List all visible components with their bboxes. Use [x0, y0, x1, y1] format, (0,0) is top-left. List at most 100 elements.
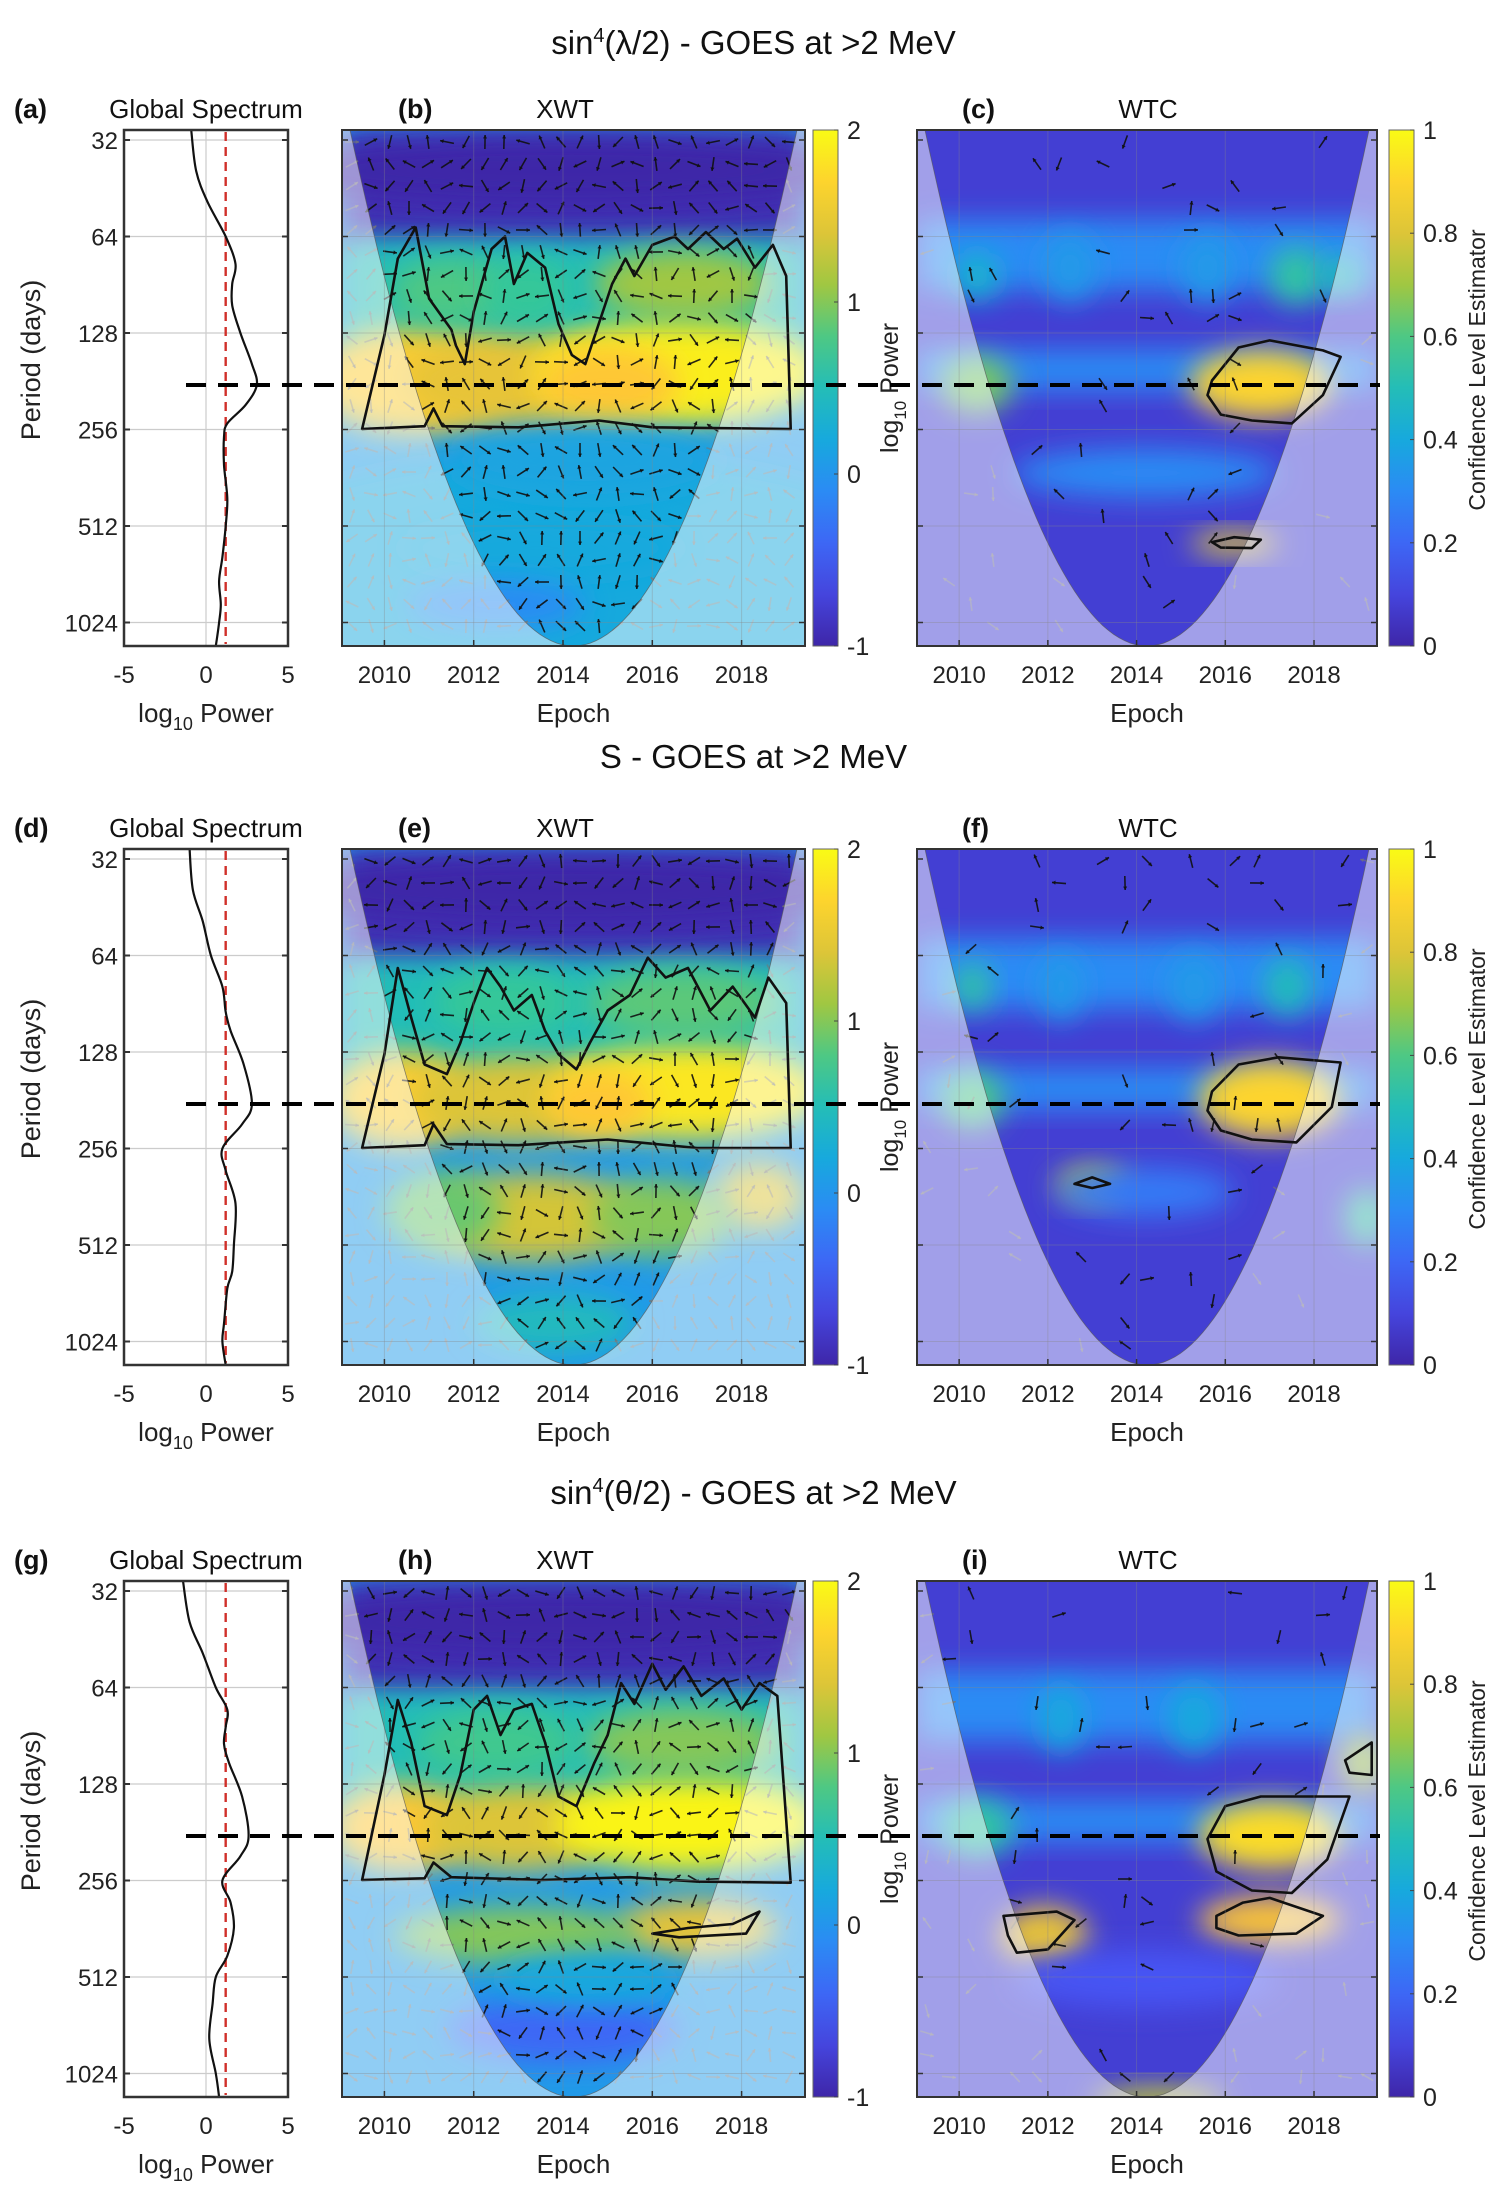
phase-arrow-head	[1188, 289, 1193, 293]
phase-arrow-head	[555, 905, 560, 909]
phase-arrow-head	[690, 1903, 695, 1908]
heatmap-blob	[1012, 448, 1279, 498]
phase-arrow-head	[687, 361, 692, 366]
phase-arrow-head	[671, 1982, 676, 1987]
phase-arrow-head	[504, 158, 508, 162]
phase-arrow-head	[522, 1228, 527, 1233]
phase-arrow-head	[465, 1193, 469, 1198]
phase-arrow-head	[1040, 925, 1044, 930]
phase-arrow-head	[638, 988, 643, 993]
colorbar-label: Confidence Level Estimator	[1464, 948, 1490, 1230]
phase-arrow-head	[1189, 201, 1194, 205]
phase-arrow-head	[364, 902, 368, 907]
phase-arrow-head	[673, 211, 678, 215]
phase-arrow-head	[368, 1640, 373, 1644]
phase-arrow-head	[726, 1103, 730, 1107]
panel-label: (d)	[14, 813, 49, 843]
wtc-panel: 2010 2012 2014 2016 2018 Epoch	[916, 848, 1378, 1447]
phase-arrow-head	[564, 1189, 568, 1194]
cone-of-influence-edge	[342, 130, 798, 646]
phase-arrow-head	[480, 378, 485, 383]
colorbar-tick-label: 1	[1423, 117, 1437, 145]
phase-arrow-head	[501, 465, 506, 469]
phase-arrow-head	[967, 1586, 972, 1591]
phase-arrow-head	[598, 1881, 603, 1886]
phase-arrow-head	[447, 429, 452, 434]
phase-arrow-head	[385, 1682, 389, 1686]
phase-arrow-head	[540, 531, 545, 535]
phase-arrow-head	[516, 1944, 521, 1949]
phase-arrow-head	[517, 1747, 522, 1751]
phase-arrow-head	[483, 465, 488, 470]
phase-arrow-head	[405, 1762, 410, 1767]
x-tick-label: 2018	[1287, 1381, 1340, 1408]
phase-arrow-head	[595, 1250, 600, 1255]
phase-arrow-head	[594, 1807, 599, 1812]
phase-arrow-head	[676, 313, 681, 318]
phase-arrow-head	[732, 253, 737, 258]
phase-arrow-head	[616, 311, 621, 315]
phase-arrow-head	[478, 537, 483, 542]
phase-arrow-head	[691, 1662, 696, 1666]
phase-arrow-head	[463, 1661, 467, 1666]
x-axis-label-subscript: 10	[173, 1433, 193, 1453]
phase-arrow-head	[506, 1900, 511, 1905]
phase-arrow-head	[750, 1718, 755, 1723]
colorbar-tick-label: 1	[1423, 836, 1437, 864]
phase-arrow-head	[428, 1630, 432, 1635]
phase-arrow-head	[554, 1079, 558, 1084]
phase-arrow-head	[770, 1653, 775, 1658]
x-tick-label: -5	[113, 2113, 134, 2140]
phase-arrow-head	[542, 378, 546, 383]
panel-title: XWT	[536, 94, 594, 124]
phase-arrow-head	[462, 1807, 466, 1812]
phase-arrow-head	[763, 163, 768, 168]
phase-arrow-head	[442, 1638, 447, 1643]
phase-arrow-head	[497, 880, 501, 886]
panel-title: XWT	[536, 1545, 594, 1575]
phase-arrow-head	[733, 1637, 738, 1642]
phase-arrow-head	[441, 1676, 446, 1681]
phase-arrow-head	[1279, 231, 1283, 236]
phase-arrow-head	[573, 492, 577, 497]
phase-arrow-head	[708, 180, 713, 185]
phase-arrow-head	[560, 474, 565, 479]
phase-arrow-head	[654, 1718, 659, 1722]
phase-arrow-head	[593, 1318, 598, 1323]
phase-arrow-head	[576, 1903, 581, 1908]
phase-arrow-head	[617, 1127, 622, 1132]
significance-contour	[1215, 1896, 1325, 1937]
phase-arrow-head	[731, 876, 736, 881]
phase-arrow-head	[526, 2008, 530, 2013]
phase-arrow-head	[658, 559, 663, 563]
phase-arrow-head	[582, 1614, 587, 1619]
phase-arrow-head	[771, 143, 775, 147]
phase-arrow-head	[1348, 902, 1352, 907]
phase-arrow-head	[735, 1057, 739, 1062]
row-title-main: sin	[551, 24, 594, 61]
phase-arrow-head	[611, 1941, 616, 1946]
phase-arrow-head	[653, 1030, 658, 1035]
phase-arrow-head	[421, 1854, 425, 1859]
phase-arrow-head	[504, 1785, 509, 1790]
phase-arrow-head	[730, 930, 735, 934]
phase-arrow-head	[445, 1586, 450, 1590]
phase-arrow-head	[1187, 377, 1192, 382]
phase-arrow-head	[1215, 927, 1219, 931]
panel-title: XWT	[536, 813, 594, 843]
phase-arrow-head	[442, 1075, 447, 1080]
phase-arrow-head	[735, 1078, 739, 1083]
phase-arrow-head	[598, 1338, 603, 1343]
phase-arrow-head	[734, 317, 739, 322]
phase-arrow-head	[729, 1718, 734, 1722]
phase-arrow-head	[1231, 377, 1236, 382]
phase-arrow-head	[690, 942, 695, 947]
row-title-main: S - GOES at >2 MeV	[599, 738, 908, 775]
phase-arrow-head	[538, 1083, 543, 1088]
phase-arrow-head	[596, 986, 600, 991]
significance-contour	[1002, 1910, 1076, 1954]
phase-arrow-head	[467, 1593, 472, 1598]
phase-arrow-head	[657, 1984, 662, 1989]
phase-arrow-head	[411, 271, 416, 275]
phase-arrow-head	[487, 857, 492, 862]
